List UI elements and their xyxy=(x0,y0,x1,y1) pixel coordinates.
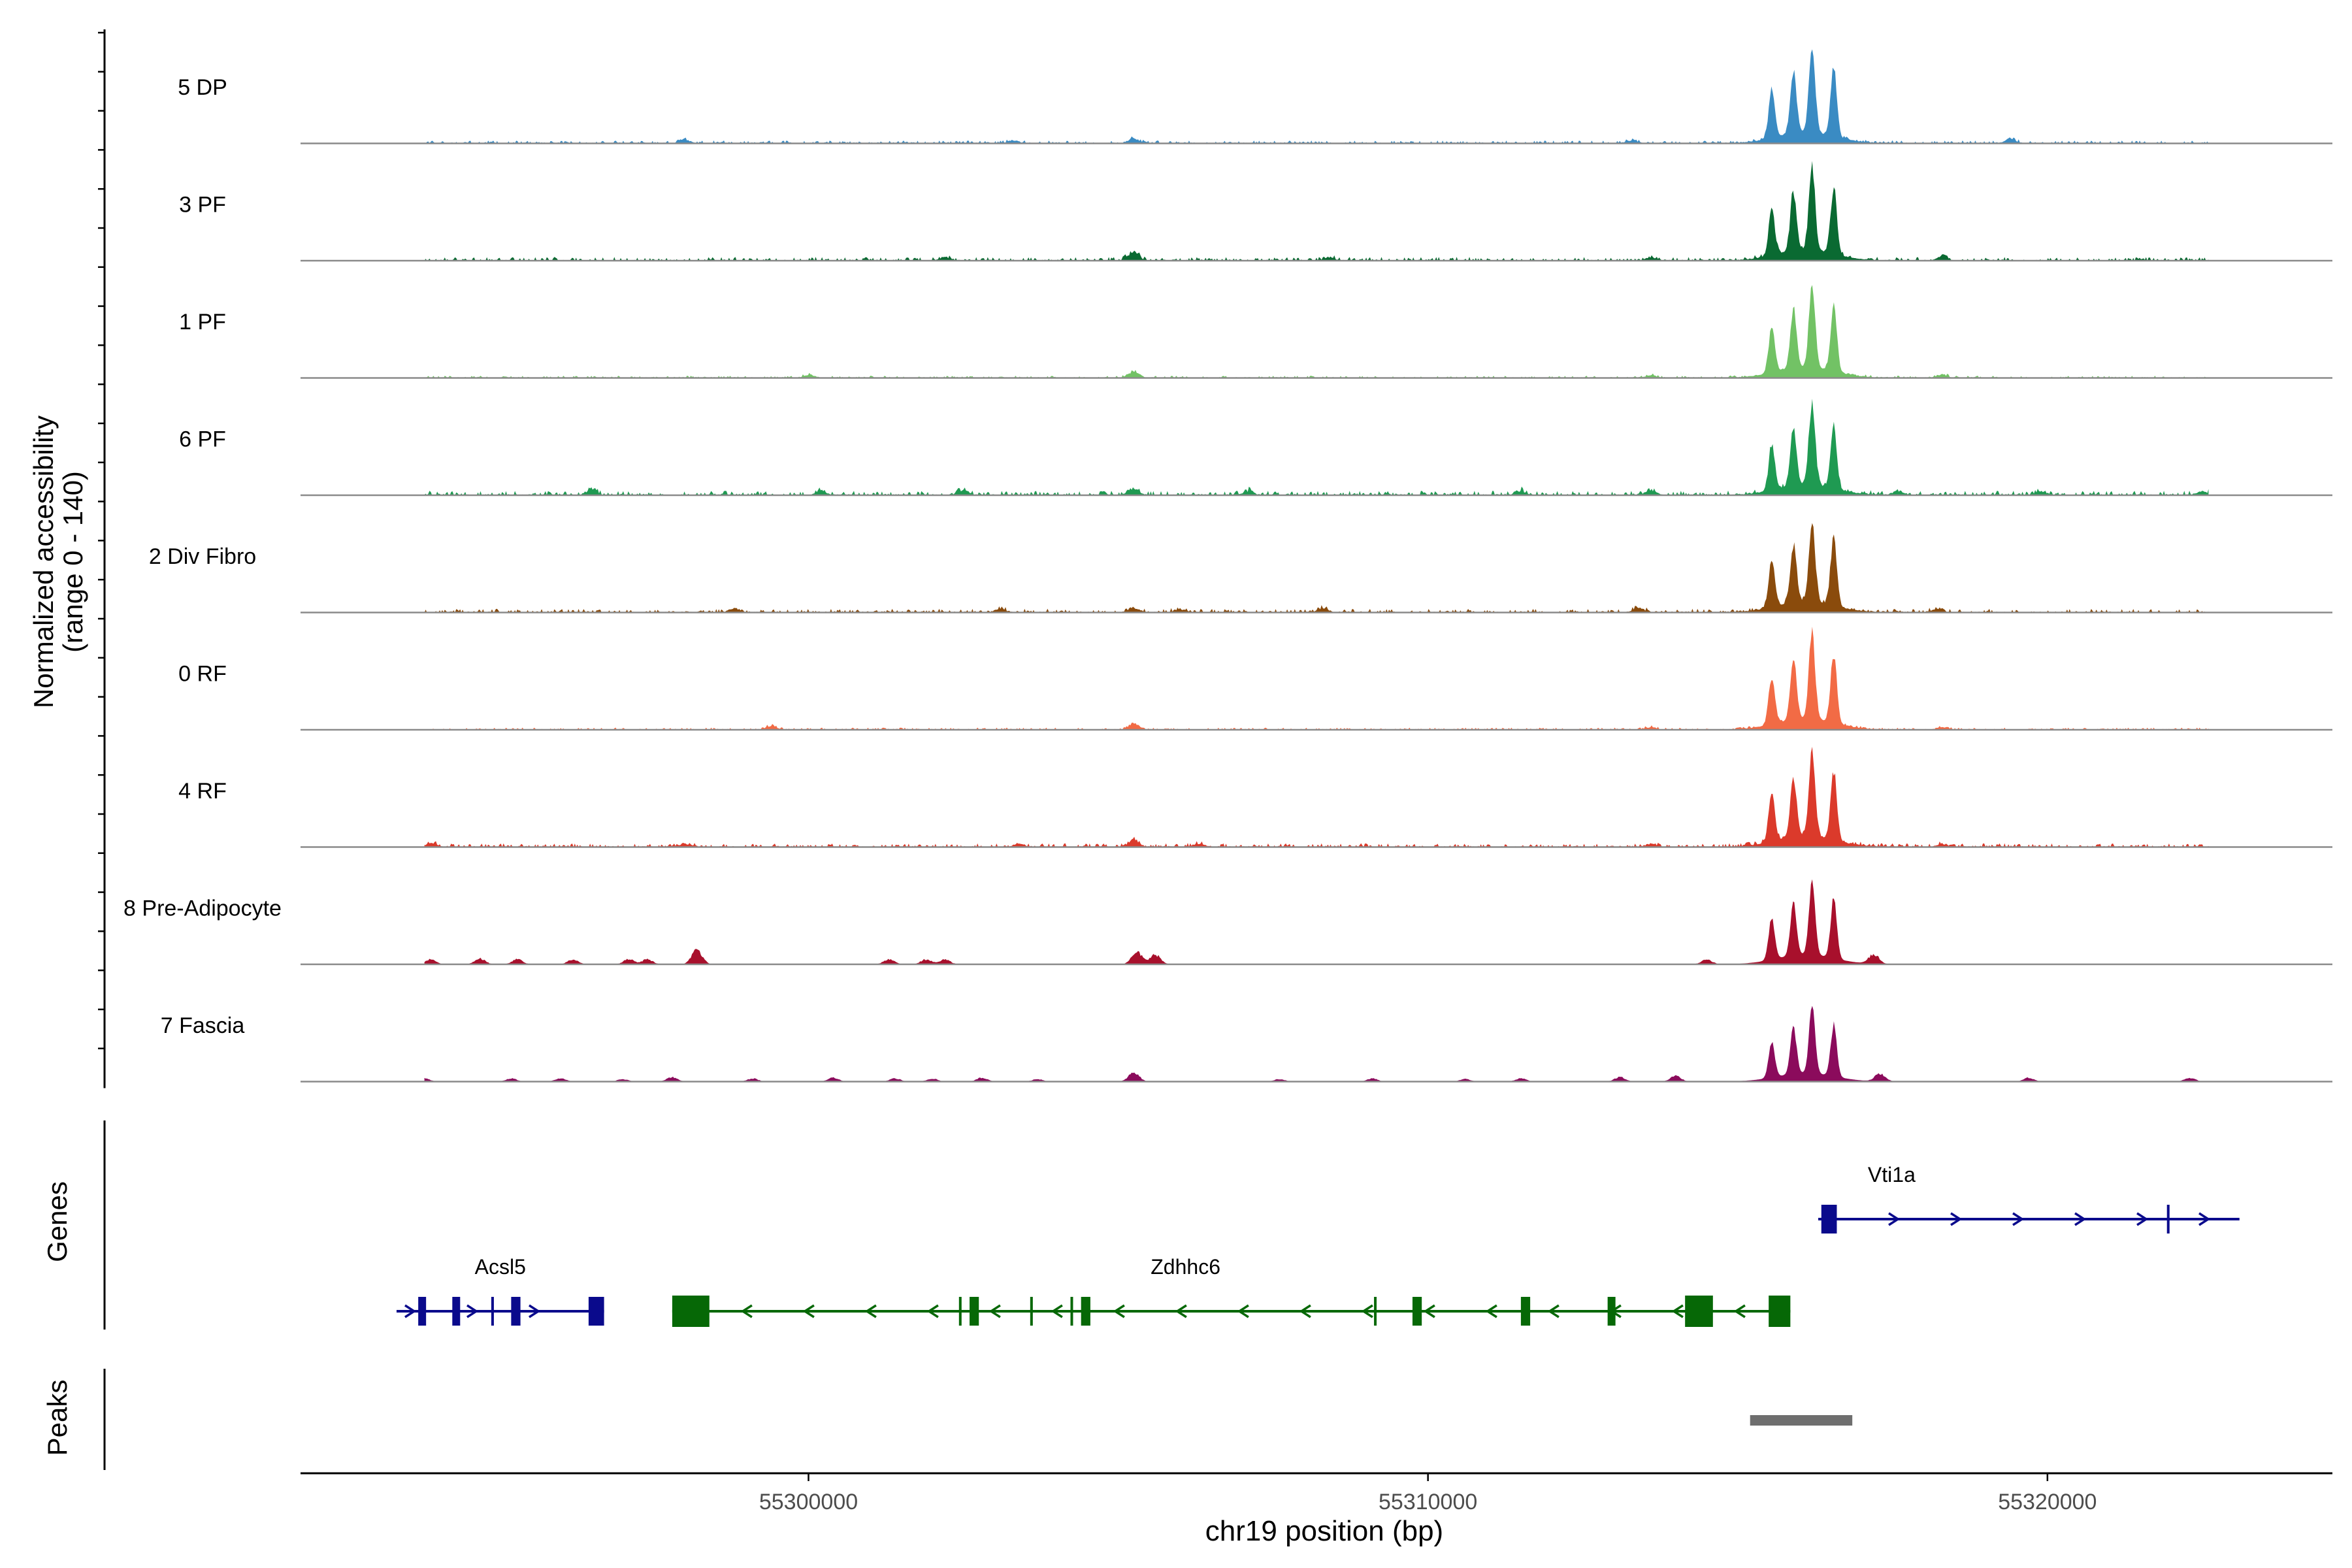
coverage-area-4-rf xyxy=(424,747,2209,847)
gene-strand-arrow xyxy=(740,1304,753,1318)
gene-strand-arrow xyxy=(1671,1304,1684,1318)
gene-strand-arrow xyxy=(1237,1304,1249,1318)
coverage-area-5-dp xyxy=(424,49,2209,144)
track-label: 4 RF xyxy=(178,779,227,804)
genes-track-title: Genes xyxy=(42,1181,73,1262)
y-axis-title-line2: (range 0 - 140) xyxy=(57,471,88,653)
track-label: 2 Div Fibro xyxy=(149,544,256,569)
gene-strand-arrow xyxy=(1175,1304,1187,1318)
exon-zdhhc6 xyxy=(1412,1297,1422,1326)
track-label: 5 DP xyxy=(178,75,227,100)
exon-zdhhc6 xyxy=(970,1297,979,1326)
gene-strand-arrow xyxy=(926,1304,939,1318)
gene-strand-arrow xyxy=(1733,1304,1746,1318)
gene-strand-arrow xyxy=(2012,1212,2025,1226)
x-tick-label: 55320000 xyxy=(1998,1490,2097,1514)
coverage-area-1-pf xyxy=(424,285,2209,378)
gene-label-acsl5: Acsl5 xyxy=(475,1255,526,1279)
peaks-track-title: Peaks xyxy=(42,1380,73,1456)
gene-strand-arrow xyxy=(864,1304,877,1318)
gene-strand-arrow xyxy=(404,1304,417,1318)
peak-track xyxy=(1750,1415,1853,1426)
coverage-area-0-rf xyxy=(424,627,2209,730)
coverage-area-7-fascia xyxy=(424,1005,2209,1082)
track-label: 0 RF xyxy=(178,662,227,687)
exon-zdhhc6 xyxy=(1685,1296,1713,1327)
coverage-area-3-pf xyxy=(424,161,2209,261)
x-tick-label: 55310000 xyxy=(1379,1490,1477,1514)
gene-track: Acsl5 Zdhhc6 Vti1a xyxy=(396,1163,2240,1327)
gene-strand-arrow xyxy=(1361,1304,1373,1318)
axes: 55300000 55310000 55320000 xyxy=(98,29,2332,1514)
peak-region xyxy=(1750,1415,1853,1426)
x-axis-title: chr19 position (bp) xyxy=(1205,1515,1443,1547)
gene-strand-arrow xyxy=(2198,1212,2211,1226)
coverage-area-6-pf xyxy=(424,399,2209,495)
coverage-area-8-pre-adipocyte xyxy=(424,879,2209,964)
x-tick-label: 55300000 xyxy=(759,1490,858,1514)
exon-acsl5 xyxy=(418,1297,427,1326)
exon-acsl5 xyxy=(511,1297,521,1326)
track-label: 7 Fascia xyxy=(161,1013,245,1038)
track-label: 3 PF xyxy=(179,193,226,218)
exon-zdhhc6 xyxy=(672,1296,710,1327)
gene-strand-arrow xyxy=(1485,1304,1497,1318)
track-label: 8 Pre-Adipocyte xyxy=(123,896,282,921)
exon-zdhhc6 xyxy=(1081,1297,1090,1326)
exon-zdhhc6 xyxy=(1607,1297,1616,1326)
exon-vti1a xyxy=(1821,1205,1837,1233)
exon-zdhhc6 xyxy=(1769,1296,1791,1327)
exon-zdhhc6 xyxy=(1520,1297,1531,1326)
gene-strand-arrow xyxy=(988,1304,1001,1318)
coverage-tracks: 5 DP 3 PF 1 PF 6 PF 2 Div Fibro 0 RF 4 RF 8 Pre… xyxy=(123,49,2332,1083)
gene-strand-arrow xyxy=(2136,1212,2149,1226)
gene-strand-arrow xyxy=(802,1304,815,1318)
gene-strand-arrow xyxy=(1888,1212,1901,1226)
gene-strand-arrow xyxy=(1950,1212,1963,1226)
gene-strand-arrow xyxy=(1051,1304,1063,1318)
gene-strand-arrow xyxy=(466,1304,479,1318)
coverage-area-2-div-fibro xyxy=(424,523,2209,613)
gene-strand-arrow xyxy=(1299,1304,1311,1318)
gene-strand-arrow xyxy=(1547,1304,1560,1318)
track-label: 1 PF xyxy=(179,310,226,335)
gene-strand-arrow xyxy=(1423,1304,1435,1318)
track-label: 6 PF xyxy=(179,427,226,452)
exon-acsl5 xyxy=(452,1297,461,1326)
y-axis-title-line1: Normalized accessibility xyxy=(28,416,59,708)
gene-strand-arrow xyxy=(529,1304,541,1318)
gene-strand-arrow xyxy=(2074,1212,2087,1226)
gene-label-zdhhc6: Zdhhc6 xyxy=(1151,1255,1220,1279)
gene-label-vti1a: Vti1a xyxy=(1868,1163,1916,1186)
exon-acsl5 xyxy=(588,1297,604,1326)
gene-strand-arrow xyxy=(1113,1304,1125,1318)
